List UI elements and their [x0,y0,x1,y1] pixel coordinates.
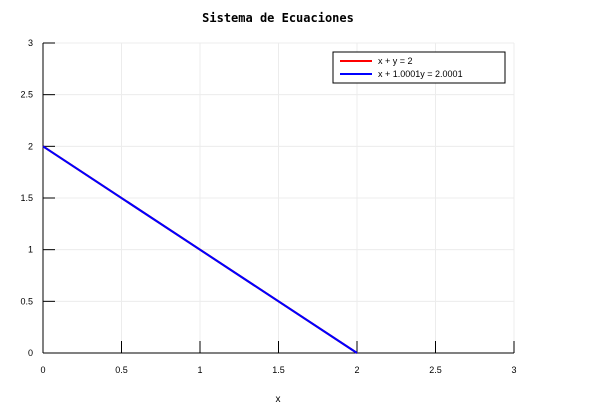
y-tick-label: 1 [28,245,33,255]
x-tick-label: 2.5 [429,365,442,375]
series-group [42,145,358,354]
legend: x + y = 2 x + 1.0001y = 2.0001 [332,51,506,84]
chart-title: Sistema de Ecuaciones [202,11,354,25]
x-tick-label: 0.5 [115,365,128,375]
x-tick-label: 1 [197,365,202,375]
x-ticks: 0 0.5 1 1.5 2 2.5 3 [40,341,517,375]
x-tick-label: 0 [40,365,45,375]
y-tick-label: 1.5 [20,193,33,203]
x-axis-label: x [276,394,281,405]
y-tick-label: 2 [28,141,33,151]
y-tick-label: 0.5 [20,296,33,306]
y-tick-label: 2.5 [20,90,33,100]
legend-box [332,51,506,84]
x-tick-label: 1.5 [272,365,285,375]
y-tick-label: 0 [28,348,33,358]
legend-label-1: x + y = 2 [378,56,413,66]
y-tick-label: 3 [28,38,33,48]
legend-label-2: x + 1.0001y = 2.0001 [378,69,463,79]
y-ticks: 0 0.5 1 1.5 2 2.5 3 [20,38,55,358]
x-tick-label: 3 [511,365,516,375]
x-tick-label: 2 [354,365,359,375]
series-line-2 [42,145,358,354]
